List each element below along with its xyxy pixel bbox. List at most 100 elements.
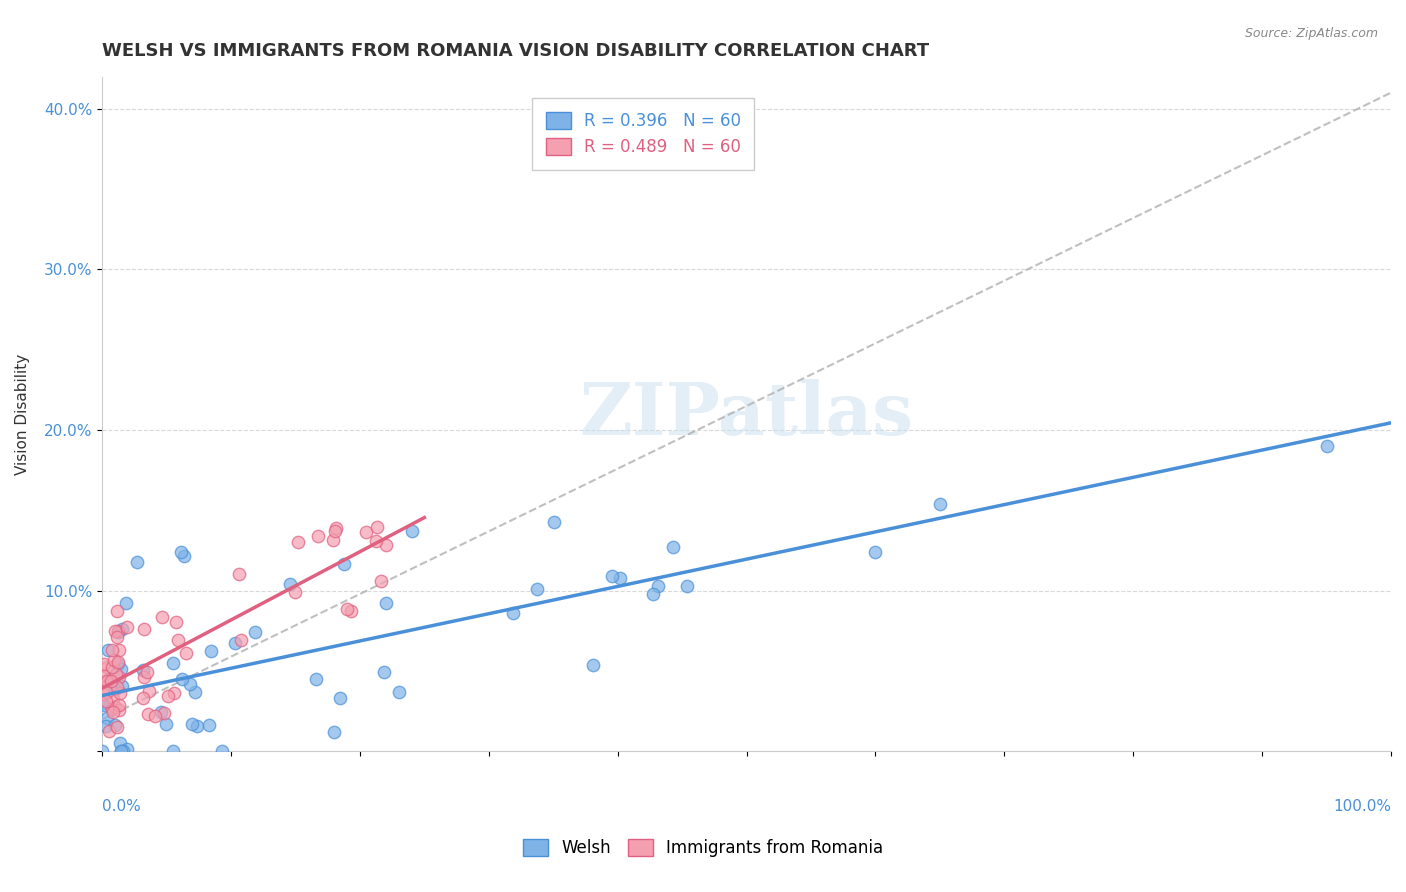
Point <box>157 689 180 703</box>
Point <box>115 742 138 756</box>
Point <box>132 670 155 684</box>
Point <box>174 646 197 660</box>
Point <box>375 538 398 552</box>
Point <box>243 625 266 640</box>
Point <box>162 657 184 671</box>
Point <box>96 719 118 733</box>
Point <box>329 690 352 705</box>
Point <box>111 680 134 694</box>
Point <box>173 549 195 564</box>
Point <box>647 579 669 593</box>
Point <box>91 668 114 682</box>
Point <box>307 529 329 543</box>
Point <box>197 717 219 731</box>
Point <box>305 672 328 686</box>
Point <box>155 717 177 731</box>
Point <box>104 624 127 639</box>
Point <box>228 566 250 581</box>
Point <box>105 630 128 644</box>
Point <box>162 744 184 758</box>
Point <box>111 622 134 636</box>
Point <box>543 515 565 529</box>
Point <box>94 674 117 689</box>
Text: 0.0%: 0.0% <box>103 798 141 814</box>
Point <box>609 571 631 585</box>
Point <box>91 744 114 758</box>
Point <box>364 533 387 548</box>
Text: WELSH VS IMMIGRANTS FROM ROMANIA VISION DISABILITY CORRELATION CHART: WELSH VS IMMIGRANTS FROM ROMANIA VISION … <box>103 42 929 60</box>
Point <box>643 587 665 601</box>
Point <box>110 744 132 758</box>
Point <box>94 694 117 708</box>
Point <box>865 545 887 559</box>
Point <box>278 576 301 591</box>
Point <box>105 680 128 694</box>
Point <box>928 497 950 511</box>
Point <box>114 596 136 610</box>
Point <box>105 605 128 619</box>
Point <box>107 656 129 670</box>
Point <box>163 686 186 700</box>
Point <box>105 667 128 681</box>
Point <box>91 687 114 701</box>
Point <box>93 657 115 671</box>
Point <box>354 524 377 539</box>
Point <box>127 555 149 569</box>
Point <box>132 622 155 636</box>
Point <box>184 685 207 699</box>
Point <box>287 535 309 549</box>
Point <box>93 698 115 713</box>
Point <box>107 624 129 639</box>
Point <box>143 709 166 723</box>
Point <box>107 698 129 713</box>
Point <box>1315 439 1337 453</box>
Point <box>107 657 129 671</box>
Point <box>103 652 125 666</box>
Point <box>107 624 129 638</box>
Y-axis label: Vision Disability: Vision Disability <box>15 353 30 475</box>
Point <box>661 541 683 555</box>
Point <box>340 604 363 618</box>
Text: ZIPatlas: ZIPatlas <box>579 378 914 450</box>
Point <box>581 657 603 672</box>
Point <box>526 582 548 596</box>
Point <box>336 602 359 616</box>
Point <box>323 524 346 539</box>
Point <box>180 717 202 731</box>
Point <box>110 662 132 676</box>
Text: 100.0%: 100.0% <box>1333 798 1391 814</box>
Point <box>675 579 697 593</box>
Point <box>284 584 307 599</box>
Point <box>167 632 190 647</box>
Point <box>98 723 121 738</box>
Point <box>211 744 233 758</box>
Point <box>136 706 159 721</box>
Point <box>101 702 124 716</box>
Point <box>388 685 411 699</box>
Point <box>104 681 127 696</box>
Point <box>600 568 623 582</box>
Point <box>179 677 201 691</box>
Point <box>165 615 187 629</box>
Point <box>96 674 118 689</box>
Point <box>229 633 252 648</box>
Point <box>150 610 173 624</box>
Point <box>100 643 122 657</box>
Point <box>100 660 122 674</box>
Point <box>100 673 122 688</box>
Point <box>96 660 118 674</box>
Point <box>91 697 114 711</box>
Point <box>224 636 246 650</box>
Point <box>115 620 138 634</box>
Point <box>186 719 208 733</box>
Point <box>132 691 155 706</box>
Point <box>325 521 347 535</box>
Point <box>322 533 344 547</box>
Point <box>136 665 159 680</box>
Point <box>170 672 193 686</box>
Point <box>200 644 222 658</box>
Point <box>101 705 124 719</box>
Point <box>97 642 120 657</box>
Point <box>110 686 132 700</box>
Point <box>105 720 128 734</box>
